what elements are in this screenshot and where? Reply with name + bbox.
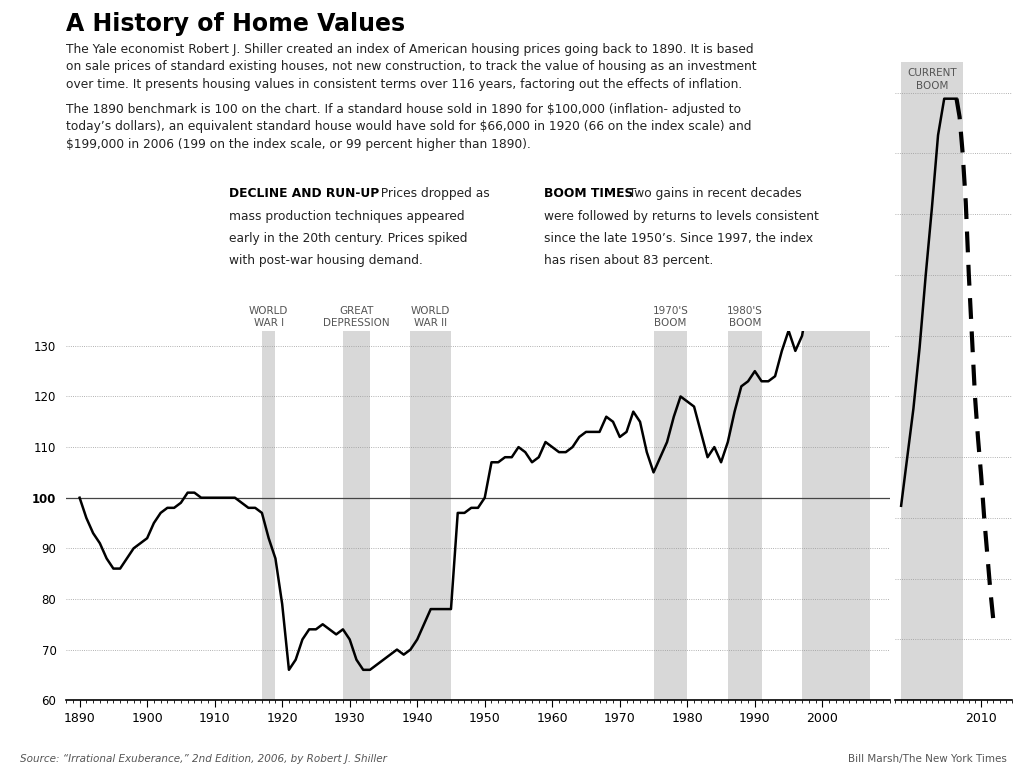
Bar (654, 331, 687, 700)
Text: CURRENT
BOOM: CURRENT BOOM (907, 68, 957, 91)
Bar (802, 331, 870, 700)
Text: Two gains in recent decades: Two gains in recent decades (621, 187, 802, 200)
Bar (343, 331, 370, 700)
Bar (901, 62, 963, 700)
Text: Prices dropped as: Prices dropped as (373, 187, 490, 200)
Bar (411, 331, 451, 700)
Text: mass production techniques appeared: mass production techniques appeared (229, 210, 465, 223)
Text: GREAT
DEPRESSION: GREAT DEPRESSION (323, 306, 390, 328)
Text: Bill Marsh/The New York Times: Bill Marsh/The New York Times (848, 754, 1007, 764)
Text: were followed by returns to levels consistent: were followed by returns to levels consi… (544, 210, 819, 223)
Text: has risen about 83 percent.: has risen about 83 percent. (544, 254, 714, 267)
Text: The 1890 benchmark is 100 on the chart. If a standard house sold in 1890 for $10: The 1890 benchmark is 100 on the chart. … (66, 103, 752, 151)
Text: BOOM TIMES: BOOM TIMES (544, 187, 634, 200)
Text: A History of Home Values: A History of Home Values (66, 12, 405, 36)
Text: early in the 20th century. Prices spiked: early in the 20th century. Prices spiked (229, 232, 468, 245)
Text: DECLINE AND RUN-UP: DECLINE AND RUN-UP (229, 187, 379, 200)
Text: Source: “Irrational Exuberance,” 2nd Edition, 2006, by Robert J. Shiller: Source: “Irrational Exuberance,” 2nd Edi… (20, 754, 387, 764)
Bar (728, 331, 762, 700)
Text: The Yale economist Robert J. Shiller created an index of American housing prices: The Yale economist Robert J. Shiller cre… (66, 43, 757, 91)
Text: 1980'S
BOOM: 1980'S BOOM (727, 306, 763, 328)
Text: 1970'S
BOOM: 1970'S BOOM (653, 306, 689, 328)
Text: WORLD
WAR II: WORLD WAR II (411, 306, 451, 328)
Text: WORLD
WAR I: WORLD WAR I (249, 306, 289, 328)
Text: with post-war housing demand.: with post-war housing demand. (229, 254, 423, 267)
Bar (262, 331, 276, 700)
Text: since the late 1950’s. Since 1997, the index: since the late 1950’s. Since 1997, the i… (544, 232, 814, 245)
